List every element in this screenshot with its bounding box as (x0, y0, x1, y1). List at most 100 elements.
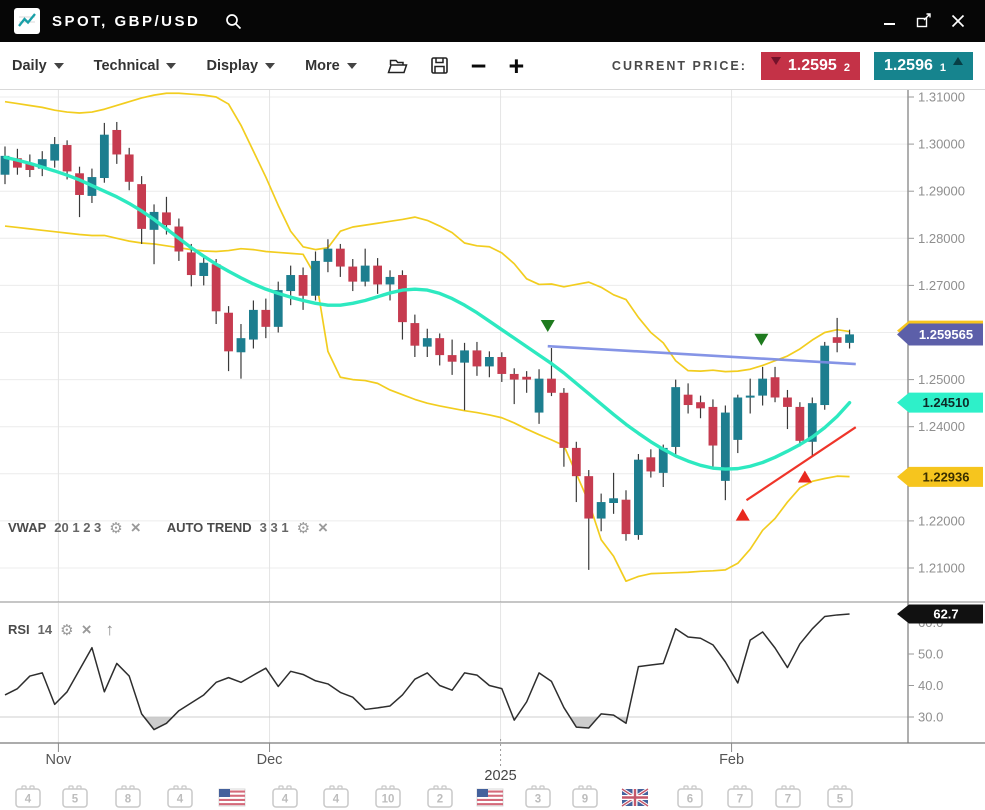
auto-trend-params: 3 3 1 (259, 520, 289, 535)
calendar-icon[interactable]: 7 (775, 785, 801, 808)
main-price-pane[interactable] (0, 90, 908, 602)
chevron-down-icon (265, 62, 276, 69)
zoom-in-button[interactable]: + (508, 50, 525, 81)
rsi-line (4, 613, 850, 731)
candle-bullish (249, 309, 258, 340)
us-flag-icon[interactable] (476, 788, 504, 807)
candle-bearish (584, 476, 594, 519)
candle-bearish (522, 376, 532, 380)
candle-bearish (683, 394, 693, 406)
calendar-icon[interactable]: 10 (375, 785, 401, 808)
candle-bearish (547, 378, 556, 393)
vwap-settings-gear-icon[interactable]: ⚙ (109, 518, 123, 537)
svg-text:4: 4 (177, 794, 184, 806)
calendar-icon[interactable]: 5 (827, 785, 853, 808)
chevron-down-icon (346, 62, 357, 69)
menu-more[interactable]: More (305, 58, 357, 74)
candle-bullish (37, 159, 47, 169)
svg-text:2: 2 (437, 794, 443, 806)
current-price-badge: 1.259565 (897, 323, 983, 346)
candle-bearish (335, 248, 345, 267)
svg-text:5: 5 (72, 794, 79, 806)
calendar-icon[interactable]: 6 (677, 785, 703, 808)
candle-bearish (137, 184, 147, 229)
candle-bearish (211, 264, 221, 312)
zoom-out-button[interactable]: − (470, 50, 487, 81)
vwap-remove-icon[interactable]: × (130, 517, 141, 537)
candle-bearish (447, 355, 457, 362)
calendar-icon[interactable]: 4 (323, 785, 349, 808)
uk-flag-icon[interactable] (621, 787, 649, 808)
price-chart-canvas[interactable]: 1.310001.300001.290001.280001.270001.260… (0, 90, 985, 810)
calendar-icon[interactable]: 4 (15, 785, 41, 808)
candle-bearish (75, 173, 84, 195)
popout-button[interactable] (911, 8, 937, 34)
trend-signal-up-arrow-icon (735, 508, 750, 521)
candle-bearish (770, 377, 780, 398)
candle-bearish (509, 373, 519, 380)
rsi-tick-label: 40.0 (918, 678, 943, 693)
main-chart-legend: VWAP 20 1 2 3 ⚙ × AUTO TREND 3 3 1 ⚙ × (8, 517, 328, 537)
close-icon[interactable] (945, 8, 971, 34)
auto-trend-support-line[interactable] (745, 426, 857, 502)
minimize-button[interactable] (877, 8, 903, 34)
candle-bearish (472, 350, 482, 367)
calendar-icon[interactable]: 2 (427, 785, 453, 808)
candle-bearish (571, 447, 581, 477)
search-icon[interactable] (220, 8, 246, 34)
calendar-icon[interactable]: 7 (727, 785, 753, 808)
calendar-icon[interactable]: 9 (572, 785, 598, 808)
candle-bearish (398, 275, 407, 323)
menu-display[interactable]: Display (206, 58, 276, 74)
event-calendar-row: 4 5 8 4 4 4 10 2 3 9 6 7 7 5 (15, 785, 853, 808)
us-flag-icon[interactable] (218, 788, 246, 807)
trend-signal-up-arrow-icon (797, 470, 812, 483)
svg-text:10: 10 (382, 794, 395, 806)
rsi-settings-gear-icon[interactable]: ⚙ (60, 620, 74, 639)
svg-text:1.24510: 1.24510 (923, 395, 970, 410)
svg-text:6: 6 (687, 794, 693, 806)
app-logo-icon (14, 8, 40, 34)
candle-bullish (286, 275, 296, 292)
rsi-pane[interactable] (0, 602, 908, 743)
price-axis[interactable]: 1.310001.300001.290001.280001.270001.260… (897, 90, 983, 725)
candle-bullish (199, 262, 209, 276)
svg-text:7: 7 (785, 794, 791, 806)
price-tick-label: 1.22000 (918, 513, 965, 528)
candle-bullish (534, 378, 544, 413)
title-bar: SPOT, GBP/USD (0, 0, 985, 42)
calendar-icon[interactable]: 8 (115, 785, 141, 808)
candle-bearish (832, 337, 842, 343)
current-price-label: CURRENT PRICE: (611, 58, 747, 73)
svg-text:4: 4 (333, 794, 340, 806)
svg-text:8: 8 (125, 794, 132, 806)
calendar-icon[interactable]: 5 (62, 785, 88, 808)
month-label: Nov (46, 752, 73, 768)
year-label: 2025 (484, 768, 516, 784)
candle-bullish (845, 334, 854, 343)
rsi-move-up-icon[interactable]: ↑ (105, 619, 115, 639)
rsi-params: 14 (37, 622, 53, 637)
svg-text:5: 5 (837, 794, 844, 806)
calendar-icon[interactable]: 4 (167, 785, 193, 808)
calendar-icon[interactable]: 4 (272, 785, 298, 808)
svg-text:62.7: 62.7 (933, 606, 958, 621)
candle-bullish (807, 403, 817, 442)
auto-trend-settings-gear-icon[interactable]: ⚙ (296, 518, 311, 537)
save-icon[interactable] (430, 56, 449, 75)
svg-text:1.22936: 1.22936 (923, 469, 970, 484)
candle-bearish (224, 312, 233, 352)
band-lower-badge: 1.22936 (897, 466, 983, 487)
svg-text:4: 4 (25, 794, 32, 806)
candle-bearish (112, 129, 122, 155)
menu-timeframe[interactable]: Daily (12, 58, 64, 74)
calendar-icon[interactable]: 3 (525, 785, 551, 808)
auto-trend-resistance-line[interactable] (547, 344, 856, 366)
open-folder-icon[interactable] (387, 57, 408, 75)
rsi-tick-label: 50.0 (918, 647, 943, 662)
menu-technical[interactable]: Technical (94, 58, 177, 74)
rsi-remove-icon[interactable]: × (81, 619, 92, 639)
auto-trend-remove-icon[interactable]: × (318, 517, 328, 537)
menu-more-label: More (305, 57, 340, 74)
trend-signal-down-arrow-icon (540, 320, 555, 333)
